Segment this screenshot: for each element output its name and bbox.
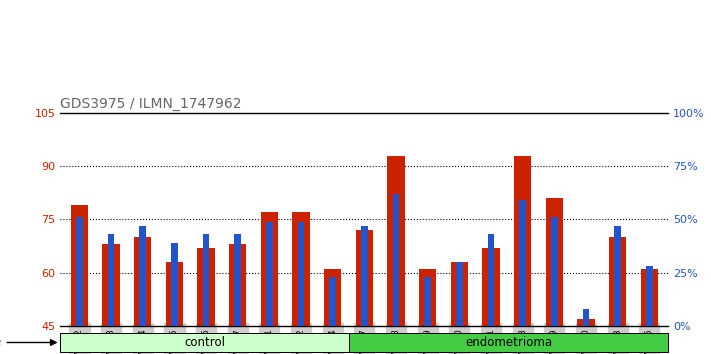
Bar: [419, 269, 437, 326]
Bar: [76, 217, 82, 326]
Bar: [641, 269, 658, 326]
Bar: [266, 222, 273, 326]
Bar: [514, 156, 531, 326]
Bar: [134, 237, 151, 326]
Bar: [482, 248, 500, 326]
Bar: [298, 222, 304, 326]
Text: control: control: [184, 336, 225, 349]
Bar: [456, 262, 463, 326]
Bar: [166, 262, 183, 326]
Bar: [545, 198, 563, 326]
Bar: [261, 212, 278, 326]
Bar: [451, 262, 468, 326]
Bar: [70, 205, 88, 326]
Text: disease state: disease state: [0, 337, 56, 348]
FancyBboxPatch shape: [348, 333, 668, 352]
Bar: [102, 244, 119, 326]
Bar: [614, 226, 621, 326]
Text: endometrioma: endometrioma: [465, 336, 552, 349]
Bar: [583, 309, 589, 326]
Bar: [108, 234, 114, 326]
Bar: [488, 234, 494, 326]
Bar: [356, 230, 373, 326]
Bar: [520, 200, 526, 326]
Bar: [235, 234, 241, 326]
Bar: [324, 269, 341, 326]
Bar: [424, 277, 431, 326]
Bar: [387, 156, 405, 326]
Bar: [139, 226, 146, 326]
Bar: [361, 226, 368, 326]
Bar: [646, 266, 653, 326]
Bar: [171, 243, 178, 326]
Bar: [229, 244, 247, 326]
FancyBboxPatch shape: [60, 333, 348, 352]
Bar: [329, 277, 336, 326]
Bar: [392, 194, 400, 326]
Bar: [203, 234, 209, 326]
Bar: [609, 237, 626, 326]
Bar: [577, 319, 594, 326]
Bar: [198, 248, 215, 326]
Bar: [292, 212, 310, 326]
Bar: [551, 217, 557, 326]
Text: GDS3975 / ILMN_1747962: GDS3975 / ILMN_1747962: [60, 97, 242, 111]
